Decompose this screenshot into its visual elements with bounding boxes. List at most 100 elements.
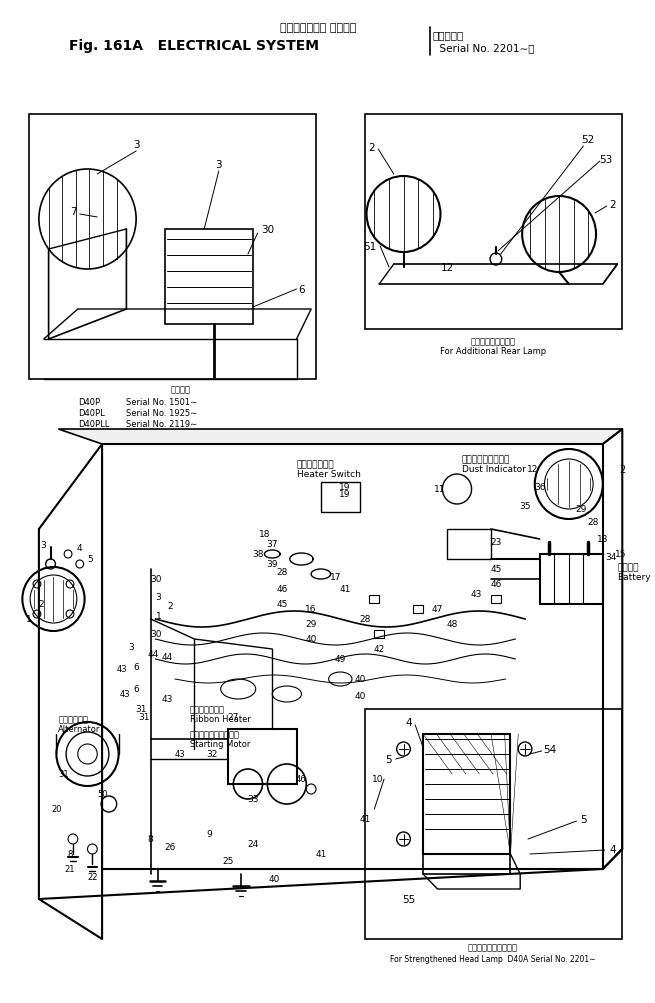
Text: 5: 5 xyxy=(580,814,587,824)
Bar xyxy=(321,482,360,513)
Text: 3: 3 xyxy=(128,643,134,652)
Text: 6: 6 xyxy=(133,663,139,672)
Text: 42: 42 xyxy=(373,645,385,654)
Text: 39: 39 xyxy=(267,560,278,569)
Text: 3: 3 xyxy=(215,159,222,170)
Text: 4: 4 xyxy=(405,717,412,727)
Text: 20: 20 xyxy=(51,804,62,813)
Text: 2: 2 xyxy=(38,600,44,609)
Text: 3: 3 xyxy=(40,541,46,550)
Text: 49: 49 xyxy=(335,655,346,664)
Bar xyxy=(375,630,384,638)
Text: 5: 5 xyxy=(386,754,392,764)
Text: スターティングモータ: スターティングモータ xyxy=(189,730,240,739)
Text: 5: 5 xyxy=(88,555,93,564)
Bar xyxy=(165,230,253,325)
Text: 24: 24 xyxy=(247,840,259,849)
Text: Heater Switch: Heater Switch xyxy=(297,470,360,479)
Text: 32: 32 xyxy=(206,750,217,758)
Text: 45: 45 xyxy=(490,565,502,574)
Text: 52: 52 xyxy=(582,134,595,144)
Text: 適用号機: 適用号機 xyxy=(170,385,190,394)
Text: 強化型ヘッドランプ用: 強化型ヘッドランプ用 xyxy=(468,943,518,952)
Text: 8: 8 xyxy=(67,850,73,859)
Text: 35: 35 xyxy=(519,502,531,511)
Text: 46: 46 xyxy=(296,774,307,783)
Text: 46: 46 xyxy=(276,585,288,594)
Text: For Strengthened Head Lamp  D40A Serial No. 2201∼: For Strengthened Head Lamp D40A Serial N… xyxy=(390,955,595,964)
Text: 43: 43 xyxy=(175,750,185,758)
Bar xyxy=(29,115,316,379)
Text: 53: 53 xyxy=(599,154,612,164)
Text: Battery: Battery xyxy=(618,573,651,582)
Text: Serial No. 2119∼: Serial No. 2119∼ xyxy=(126,420,198,429)
Bar xyxy=(365,115,622,330)
Text: 28: 28 xyxy=(276,568,288,577)
Text: 44: 44 xyxy=(148,650,159,659)
Text: 43: 43 xyxy=(162,695,173,704)
Text: 4: 4 xyxy=(77,544,83,553)
Text: 29: 29 xyxy=(305,620,317,629)
Bar xyxy=(369,596,379,604)
Text: 27: 27 xyxy=(228,713,239,722)
Text: Serial No. 2201∼）: Serial No. 2201∼） xyxy=(433,43,534,53)
Text: Dust Indicator: Dust Indicator xyxy=(462,465,526,474)
Text: 16: 16 xyxy=(305,605,317,614)
Text: 50: 50 xyxy=(98,789,108,798)
Text: リボンヒーター: リボンヒーター xyxy=(189,705,225,714)
Text: 12: 12 xyxy=(527,465,538,474)
Text: D40P: D40P xyxy=(78,398,100,407)
Text: Ribbon Heater: Ribbon Heater xyxy=(189,715,250,724)
Text: 22: 22 xyxy=(87,873,98,882)
Polygon shape xyxy=(58,429,622,444)
Text: 9: 9 xyxy=(206,829,212,839)
Text: 4: 4 xyxy=(609,845,616,855)
Text: 12: 12 xyxy=(441,263,454,273)
Text: 43: 43 xyxy=(116,665,127,674)
Text: Serial No. 1501∼: Serial No. 1501∼ xyxy=(126,398,198,407)
Text: 17: 17 xyxy=(329,573,341,582)
Text: 3: 3 xyxy=(133,139,140,149)
Text: エレクトリカル システム: エレクトリカル システム xyxy=(280,23,356,33)
Bar xyxy=(447,530,491,560)
Text: For Additional Rear Lamp: For Additional Rear Lamp xyxy=(440,347,546,356)
Text: 31: 31 xyxy=(138,713,149,722)
Bar xyxy=(229,729,297,784)
Text: 19: 19 xyxy=(339,483,351,492)
Text: 30: 30 xyxy=(150,575,161,584)
Text: 6: 6 xyxy=(298,285,305,295)
Text: 26: 26 xyxy=(164,843,176,852)
Text: 46: 46 xyxy=(490,580,502,589)
Text: 23: 23 xyxy=(490,538,502,547)
Text: 40: 40 xyxy=(354,675,365,684)
Text: 40: 40 xyxy=(269,875,280,884)
Text: 30: 30 xyxy=(261,225,274,235)
Text: 6: 6 xyxy=(133,685,139,694)
Text: Alternator: Alternator xyxy=(58,725,101,734)
Text: オルタネータ: オルタネータ xyxy=(58,715,88,724)
Text: 3: 3 xyxy=(156,593,161,602)
Text: D40PL: D40PL xyxy=(78,409,105,418)
Text: 1: 1 xyxy=(26,615,32,624)
Text: 33: 33 xyxy=(247,794,259,803)
Text: 41: 41 xyxy=(339,585,351,594)
Text: 43: 43 xyxy=(119,690,130,699)
Text: Serial No. 1925∼: Serial No. 1925∼ xyxy=(126,409,198,418)
Text: 25: 25 xyxy=(223,857,234,866)
Bar xyxy=(365,709,622,939)
Text: バッテリ: バッテリ xyxy=(618,563,639,572)
Text: 18: 18 xyxy=(259,530,271,539)
Text: ダストインジケータ: ダストインジケータ xyxy=(462,455,510,464)
Text: 21: 21 xyxy=(65,865,75,874)
Text: 47: 47 xyxy=(432,605,443,614)
Text: （適用号機: （適用号機 xyxy=(433,30,464,40)
Text: 15: 15 xyxy=(614,550,626,559)
Text: 2: 2 xyxy=(619,464,626,474)
Text: 31: 31 xyxy=(135,705,147,714)
Text: 10: 10 xyxy=(371,774,383,783)
Text: 13: 13 xyxy=(597,535,608,544)
Text: 41: 41 xyxy=(360,814,371,823)
Text: 1: 1 xyxy=(156,612,161,621)
Bar xyxy=(540,555,603,605)
Text: 30: 30 xyxy=(150,630,161,639)
